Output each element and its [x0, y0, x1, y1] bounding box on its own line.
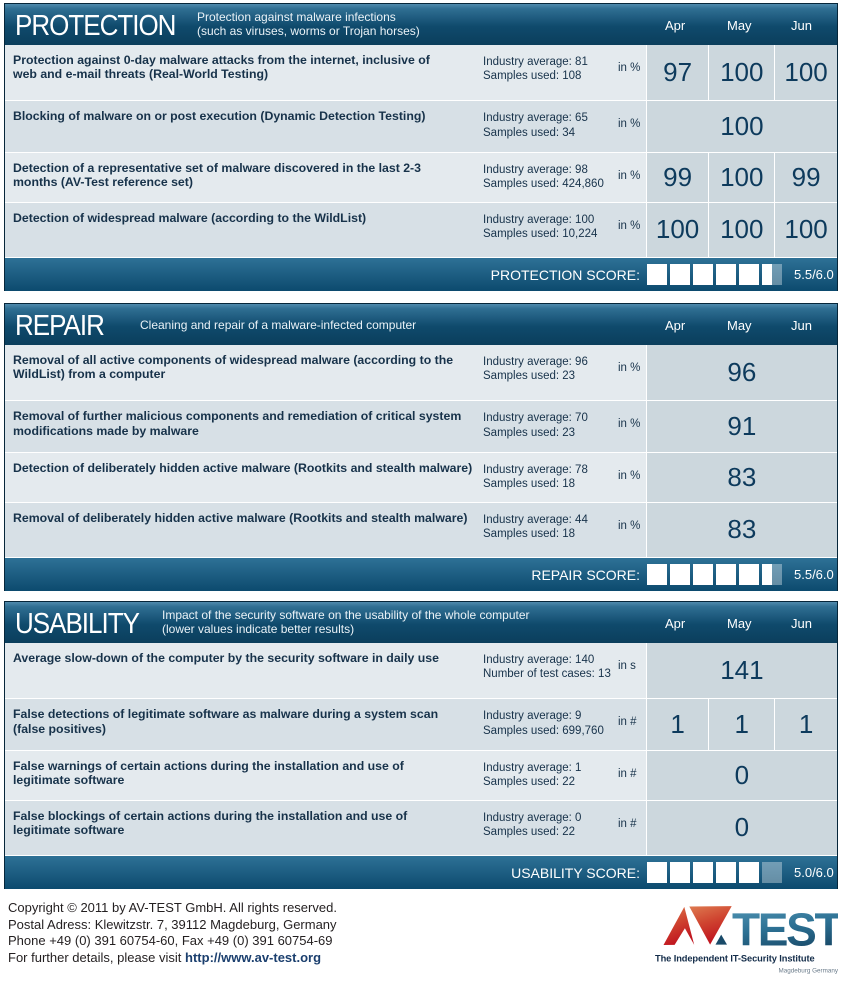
- svg-text:Magdeburg Germany: Magdeburg Germany: [778, 968, 838, 975]
- svg-text:TEST: TEST: [732, 904, 838, 956]
- svg-text:The Independent IT-Security In: The Independent IT-Security Institute: [655, 954, 815, 964]
